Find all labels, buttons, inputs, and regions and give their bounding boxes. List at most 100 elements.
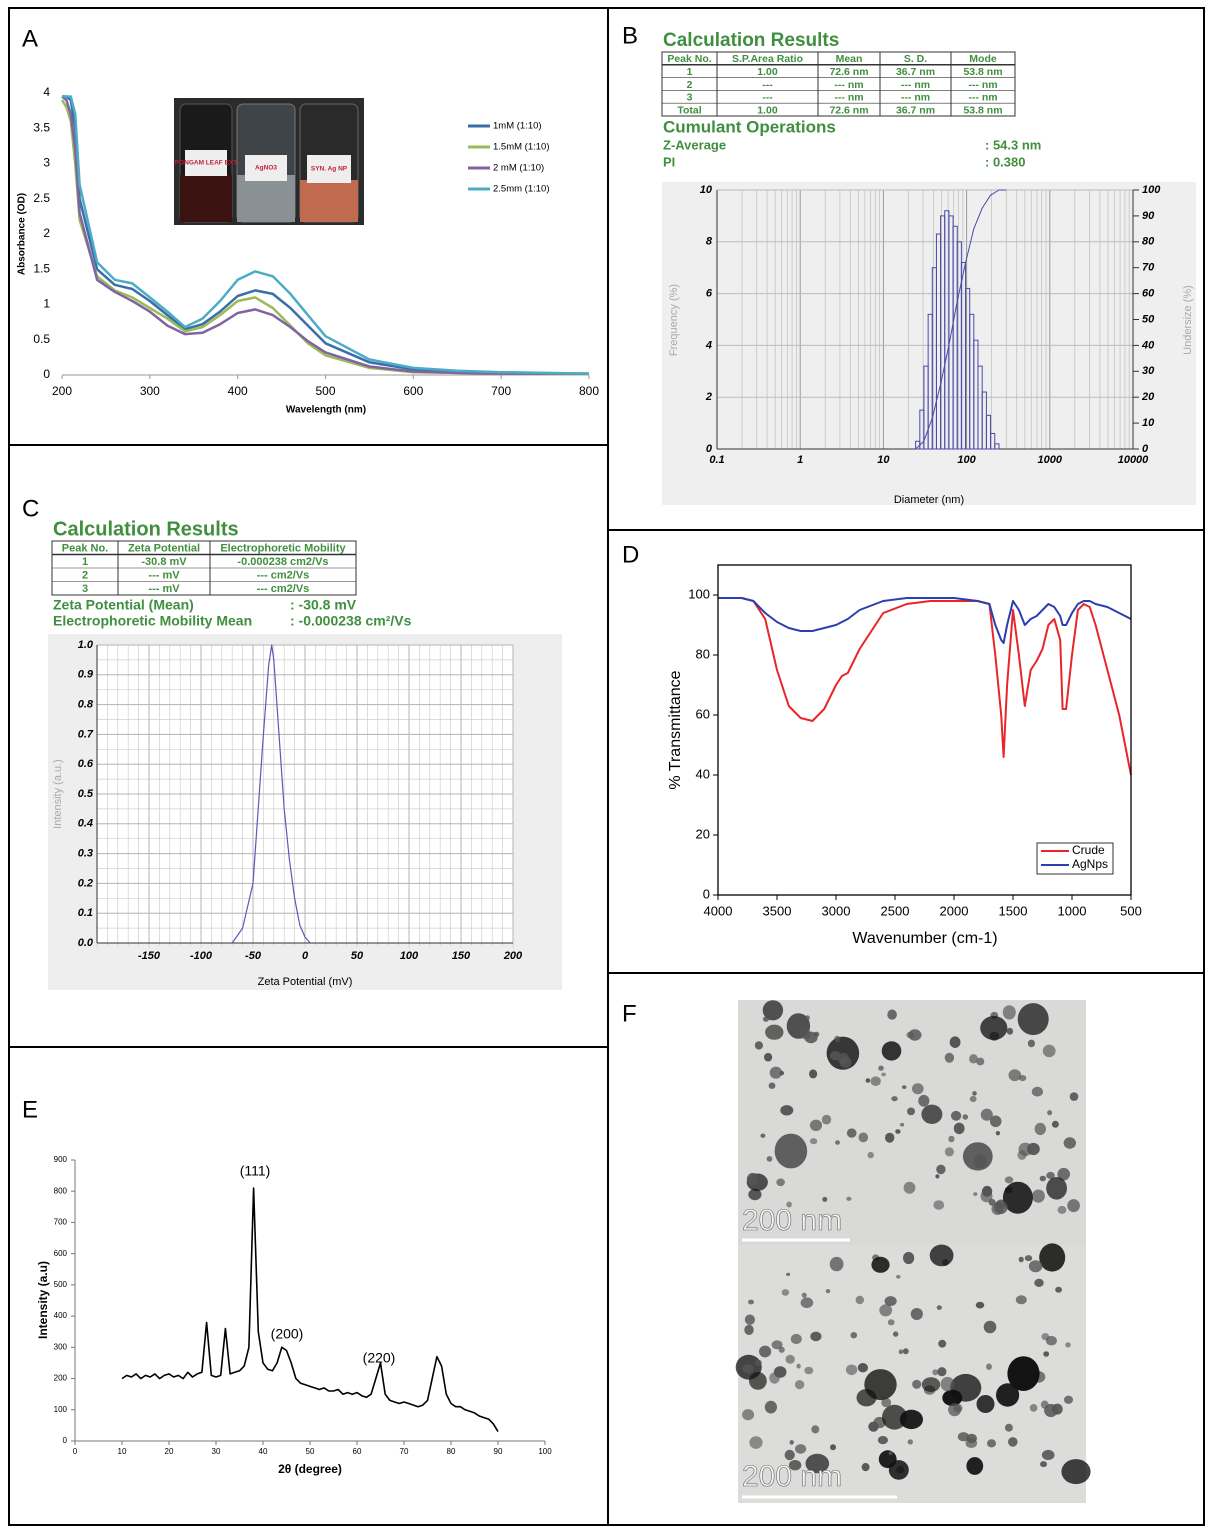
particle	[901, 1085, 907, 1089]
x-tick-label: 1000	[1038, 454, 1063, 466]
x-tick-label: 0	[73, 1447, 78, 1456]
particle	[748, 1188, 762, 1201]
particle	[868, 1421, 879, 1432]
y-tick-label: 2	[43, 226, 50, 240]
stat-label: Electrophoretic Mobility Mean	[53, 613, 252, 629]
x-tick-label: 10	[877, 454, 890, 466]
particle	[976, 1057, 985, 1066]
particle	[784, 1449, 795, 1461]
particle	[825, 1289, 831, 1294]
x-tick-label: 600	[403, 384, 423, 398]
particle	[929, 1244, 954, 1267]
table-cell: --- mV	[148, 570, 180, 582]
table-cell: 1.00	[757, 104, 778, 116]
particle	[898, 1349, 904, 1355]
y-tick-label: 60	[696, 706, 710, 721]
particle	[879, 1304, 893, 1317]
particle	[742, 1409, 755, 1421]
particle	[1034, 1278, 1044, 1287]
y2-tick-label: 30	[1142, 365, 1155, 377]
particle	[748, 1299, 754, 1305]
table-cell: --- nm	[968, 79, 997, 91]
x-tick-label: -50	[245, 950, 262, 962]
particle	[887, 1319, 895, 1326]
x-tick-label: 500	[315, 384, 335, 398]
particle	[1027, 1039, 1035, 1048]
bottle-tag	[245, 155, 287, 181]
particle	[788, 1460, 802, 1471]
axis-title: Absorbance (OD)	[17, 193, 28, 275]
peak-label: (200)	[271, 1326, 304, 1342]
y-tick-label: 0	[63, 1436, 68, 1445]
particle	[846, 1128, 857, 1138]
table-header: Peak No.	[667, 53, 711, 65]
particle	[759, 1345, 772, 1358]
result-title: Calculation Results	[53, 518, 239, 540]
particle	[846, 1196, 852, 1201]
axis-title: Undersize (%)	[1182, 285, 1194, 355]
table-cell: --- mV	[148, 583, 180, 595]
particle	[1061, 1459, 1091, 1485]
particle	[888, 1460, 909, 1480]
table-cell: 3	[82, 583, 88, 595]
y-tick-label: 0	[706, 443, 713, 455]
particle	[907, 1107, 915, 1116]
particle	[764, 1400, 778, 1414]
table-cell: 36.7 nm	[896, 104, 935, 116]
particle	[921, 1377, 941, 1392]
particle	[1008, 1069, 1022, 1082]
y-tick-label: 0.5	[78, 788, 94, 800]
table-header: Mean	[836, 53, 863, 65]
particle	[1042, 1044, 1056, 1058]
particle	[764, 1052, 773, 1062]
particle	[1002, 1005, 1016, 1020]
particle	[1031, 1189, 1045, 1203]
particle	[749, 1372, 767, 1390]
particle	[870, 1076, 881, 1086]
particle	[1043, 1351, 1050, 1357]
x-tick-label: 1000	[1058, 903, 1087, 918]
particle	[1040, 1400, 1049, 1409]
particle	[865, 1078, 871, 1083]
y2-tick-label: 100	[1142, 184, 1161, 196]
particle	[900, 1122, 905, 1127]
y2-tick-label: 60	[1142, 288, 1155, 300]
particle	[809, 1119, 823, 1132]
particle	[1046, 1171, 1055, 1180]
particle	[769, 1066, 783, 1079]
particle	[882, 1404, 907, 1430]
x-tick-label: 700	[491, 384, 511, 398]
panel-label: E	[22, 1096, 38, 1123]
particle	[857, 1363, 869, 1373]
particle	[867, 1151, 874, 1159]
stat-value: : 0.380	[985, 154, 1025, 169]
particle	[1039, 1175, 1047, 1182]
legend-label: 2.5mm (1:10)	[493, 184, 550, 195]
x-tick-label: 200	[52, 384, 72, 398]
y-tick-label: 0	[703, 886, 710, 901]
particle	[950, 1110, 962, 1121]
axis-title: Frequency (%)	[668, 284, 680, 356]
particle	[850, 1332, 858, 1339]
particle	[907, 1439, 913, 1445]
y-tick-label: 2.5	[33, 191, 50, 205]
particle	[835, 1140, 840, 1145]
particle	[754, 1041, 764, 1050]
x-tick-label: 300	[140, 384, 160, 398]
particle	[896, 1274, 901, 1279]
particle	[988, 1198, 996, 1206]
particle	[1047, 1110, 1053, 1116]
table-cell: --- nm	[834, 92, 863, 104]
particle	[794, 1380, 805, 1390]
x-tick-label: 0.1	[709, 454, 724, 466]
particle	[949, 1036, 961, 1048]
legend-box	[1036, 842, 1114, 875]
particle	[966, 1457, 984, 1475]
y-tick-label: 900	[54, 1155, 68, 1164]
y-tick-label: 10	[700, 184, 713, 196]
y2-tick-label: 0	[1142, 443, 1149, 455]
scale-label: 200 nm	[742, 1204, 842, 1237]
particle	[995, 1131, 1001, 1136]
particle	[980, 1016, 1008, 1040]
